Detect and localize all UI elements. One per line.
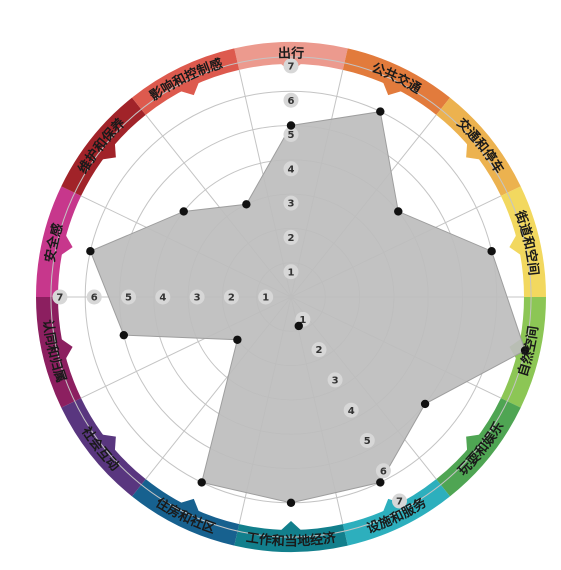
category-label-8: 工作和当地经济 (245, 529, 338, 549)
tick-bg (258, 289, 274, 305)
data-point-5 (520, 346, 530, 355)
tick-bg (52, 289, 68, 305)
tick-bg (391, 493, 407, 509)
tick-label: 1 (288, 267, 295, 278)
data-points (86, 107, 530, 507)
tick-label: 1 (262, 293, 269, 304)
ring-notch-14 (180, 81, 200, 96)
ring-notch-3 (466, 142, 481, 160)
ring-notch-2 (382, 81, 402, 96)
tick-label: 4 (288, 164, 295, 175)
data-point-3 (394, 207, 403, 216)
ring-segment-4 (500, 186, 546, 297)
ring-notch-13 (101, 142, 116, 160)
data-point-highlight (294, 321, 303, 331)
tick-label: 1 (299, 315, 306, 326)
ring-notch-11 (60, 338, 73, 360)
tick-bg (283, 58, 299, 74)
tick-label: 5 (364, 436, 371, 447)
data-point-12 (86, 247, 95, 256)
data-area (89, 111, 526, 504)
tick-bg (283, 264, 299, 280)
tick-label: 4 (348, 406, 355, 417)
tick-label: 7 (288, 62, 295, 73)
tick-bg (359, 432, 375, 448)
tick-bg (283, 92, 299, 108)
data-point-8 (286, 498, 296, 507)
category-label-6: 玩耍和娱乐 (456, 419, 508, 479)
tick-label: 3 (332, 376, 339, 387)
tick-bg (283, 195, 299, 211)
tick-label: 6 (91, 293, 98, 304)
tick-label: 3 (288, 199, 295, 210)
tick-bg (327, 372, 343, 388)
ring-segment-12 (36, 186, 82, 297)
category-label-3: 交通和停车 (454, 115, 507, 176)
grid-circle-7 (50, 56, 532, 538)
ring-segment-11 (36, 297, 82, 408)
tick-label: 6 (288, 96, 295, 107)
ring-notch-12 (60, 234, 73, 256)
tick-label: 2 (288, 233, 295, 244)
data-point-4 (487, 247, 496, 256)
tick-bg (283, 161, 299, 177)
tick-labels: 1 2 3 4 5 6 7 1 2 3 4 5 6 7 1 2 3 4 5 6 7 (52, 58, 407, 509)
data-point-11 (119, 330, 128, 340)
tick-label: 5 (125, 293, 132, 304)
series-area (89, 111, 526, 504)
tick-label: 6 (380, 466, 387, 477)
tick-bg (189, 289, 205, 305)
tick-label: 2 (315, 345, 322, 356)
ring-notch-9 (180, 498, 200, 513)
category-label-13: 维护和保养 (75, 114, 129, 176)
tick-bg (283, 229, 299, 245)
data-point-10 (233, 335, 242, 344)
ring-notch-8 (280, 521, 302, 531)
ring-segment-8 (234, 524, 348, 552)
tick-bg (283, 127, 299, 142)
tick-bg (223, 289, 239, 305)
tick-label: 2 (228, 293, 235, 304)
tick-label: 7 (56, 293, 63, 304)
tick-label: 4 (159, 293, 166, 304)
data-point-1 (286, 121, 296, 130)
data-point-9 (197, 478, 206, 487)
tick-bg (86, 289, 102, 305)
data-point-2 (376, 107, 385, 116)
tick-bg (155, 289, 171, 305)
tick-bg (343, 402, 359, 418)
ring-notch-4 (509, 234, 522, 256)
tick-label: 5 (288, 130, 295, 141)
tick-bg (375, 463, 391, 479)
tick-bg (121, 289, 136, 305)
tick-label: 7 (396, 497, 403, 508)
data-point-14 (242, 200, 251, 209)
data-point-7 (376, 478, 385, 487)
tick-label: 3 (194, 293, 201, 304)
tick-bg (311, 342, 327, 358)
ring-notch-6 (466, 434, 481, 452)
data-point-13 (179, 207, 188, 216)
ring-segment-1 (234, 42, 348, 70)
ring-notch-10 (101, 434, 116, 452)
data-point-6 (420, 399, 430, 409)
